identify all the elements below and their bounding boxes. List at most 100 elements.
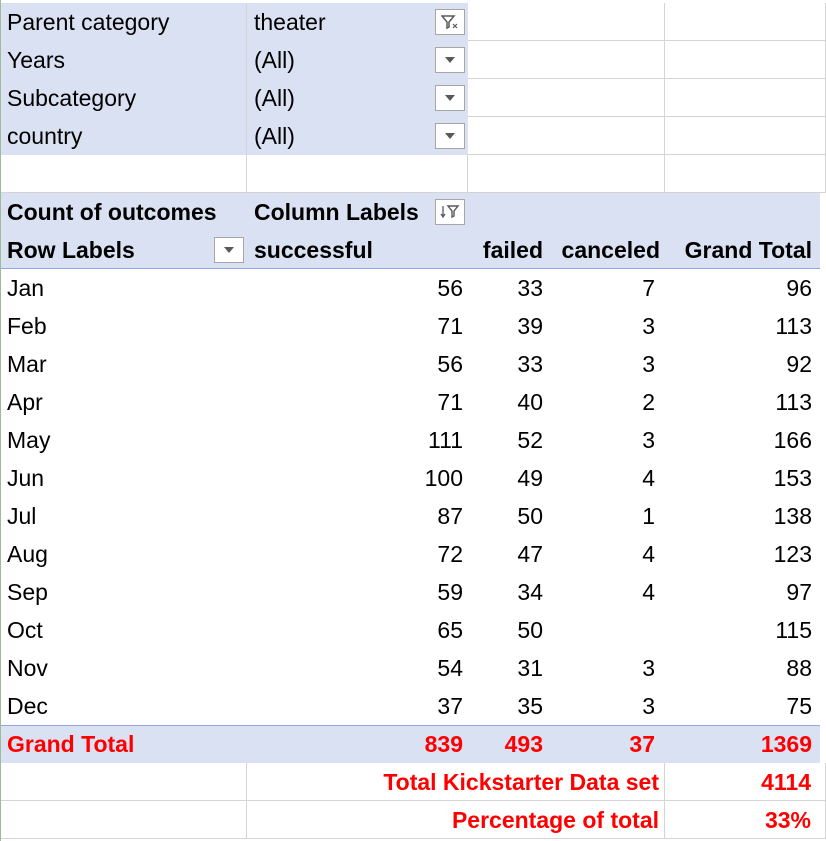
table-cell: 47 — [517, 541, 543, 567]
table-cell: 153 — [773, 465, 812, 491]
pivot-column-header-row: Row Labels successful failed canceled Gr… — [0, 231, 826, 269]
chevron-down-icon[interactable] — [435, 47, 465, 73]
grand-total-value: 37 — [629, 731, 655, 757]
table-cell: 138 — [773, 503, 812, 529]
column-labels-header[interactable]: Column Labels — [254, 199, 419, 225]
table-row: May 111 52 3 166 — [0, 421, 826, 459]
chevron-down-icon[interactable] — [214, 237, 244, 263]
column-header: successful — [254, 237, 373, 263]
filter-label: country — [0, 117, 247, 155]
row-label: Nov — [7, 655, 48, 681]
table-row: Sep 59 34 4 97 — [0, 573, 826, 611]
table-cell: 3 — [642, 693, 655, 719]
grand-total-value: 1369 — [760, 731, 812, 757]
table-cell: 75 — [786, 693, 812, 719]
table-cell: 54 — [437, 655, 463, 681]
table-cell: 111 — [428, 427, 463, 453]
sort-filter-icon[interactable] — [435, 199, 465, 225]
table-cell: 123 — [773, 541, 812, 567]
table-cell: 166 — [773, 427, 812, 453]
table-cell: 100 — [424, 465, 463, 491]
table-row: Jul 87 50 1 138 — [0, 497, 826, 535]
table-cell: 35 — [517, 693, 543, 719]
table-cell: 96 — [786, 275, 812, 301]
table-cell: 3 — [642, 313, 655, 339]
pivot-header-row: Count of outcomes Column Labels — [0, 193, 826, 231]
column-header: canceled — [561, 237, 660, 263]
summary-value: 4114 — [665, 763, 826, 801]
table-row: Aug 72 47 4 123 — [0, 535, 826, 573]
table-cell: 113 — [775, 389, 812, 415]
grand-total-row: Grand Total 839 493 37 1369 — [0, 725, 826, 763]
summary-label: Percentage of total — [247, 801, 665, 839]
table-cell: 3 — [642, 427, 655, 453]
row-label: Feb — [7, 313, 47, 339]
filter-value[interactable]: (All) — [254, 47, 295, 73]
table-cell: 3 — [642, 655, 655, 681]
chevron-down-icon[interactable] — [435, 85, 465, 111]
table-cell: 65 — [437, 617, 463, 643]
summary-row: Total Kickstarter Data set 4114 — [0, 763, 826, 801]
table-cell: 50 — [517, 617, 543, 643]
column-header: Grand Total — [684, 237, 812, 263]
table-cell: 3 — [642, 351, 655, 377]
table-cell: 37 — [437, 693, 463, 719]
filter-label: Years — [0, 41, 247, 79]
row-label: Sep — [7, 579, 48, 605]
filter-value[interactable]: (All) — [254, 85, 295, 111]
table-cell: 56 — [437, 275, 463, 301]
table-cell: 4 — [642, 541, 655, 567]
table-cell: 71 — [437, 313, 463, 339]
summary-label: Total Kickstarter Data set — [247, 763, 665, 801]
row-labels-header[interactable]: Row Labels — [7, 237, 135, 263]
table-cell: 87 — [437, 503, 463, 529]
table-cell: 72 — [437, 541, 463, 567]
filter-label: Parent category — [0, 3, 247, 41]
table-row: Nov 54 31 3 88 — [0, 649, 826, 687]
table-cell: 71 — [437, 389, 463, 415]
grand-total-value: 493 — [504, 731, 543, 757]
row-label: Apr — [7, 389, 43, 415]
table-cell: 113 — [775, 313, 812, 339]
row-label: Jan — [7, 275, 45, 301]
table-cell: 33 — [517, 351, 543, 377]
table-cell: 115 — [775, 617, 812, 643]
table-cell: 49 — [517, 465, 543, 491]
table-cell: 2 — [642, 389, 655, 415]
row-label: May — [7, 427, 51, 453]
table-cell: 40 — [517, 389, 543, 415]
summary-row: Percentage of total 33% — [0, 801, 826, 839]
summary-value: 33% — [665, 801, 826, 839]
table-cell: 4 — [642, 579, 655, 605]
filter-row: Parent category theater — [0, 3, 826, 41]
row-label: Jun — [7, 465, 45, 491]
table-cell: 31 — [517, 655, 543, 681]
table-row: Oct 65 50 115 — [0, 611, 826, 649]
table-cell: 97 — [786, 579, 812, 605]
filter-row: Years (All) — [0, 41, 826, 79]
table-cell: 50 — [517, 503, 543, 529]
table-row: Feb 71 39 3 113 — [0, 307, 826, 345]
table-cell: 34 — [517, 579, 543, 605]
filter-icon[interactable] — [435, 9, 465, 35]
chevron-down-icon[interactable] — [435, 123, 465, 149]
table-cell: 59 — [437, 579, 463, 605]
filter-row: Subcategory (All) — [0, 79, 826, 117]
row-label: Mar — [7, 351, 47, 377]
filter-label: Subcategory — [0, 79, 247, 117]
row-label: Jul — [7, 503, 37, 529]
table-cell: 56 — [437, 351, 463, 377]
table-cell: 33 — [517, 275, 543, 301]
row-label: Dec — [7, 693, 48, 719]
column-header: failed — [482, 237, 543, 263]
grand-total-label: Grand Total — [7, 731, 135, 757]
table-cell: 39 — [517, 313, 543, 339]
row-label: Aug — [7, 541, 48, 567]
filter-value[interactable]: (All) — [254, 123, 295, 149]
table-row: Jan 56 33 7 96 — [0, 269, 826, 307]
table-cell: 88 — [786, 655, 812, 681]
filter-value[interactable]: theater — [254, 9, 326, 35]
table-row: Dec 37 35 3 75 — [0, 687, 826, 725]
table-cell: 92 — [786, 351, 812, 377]
